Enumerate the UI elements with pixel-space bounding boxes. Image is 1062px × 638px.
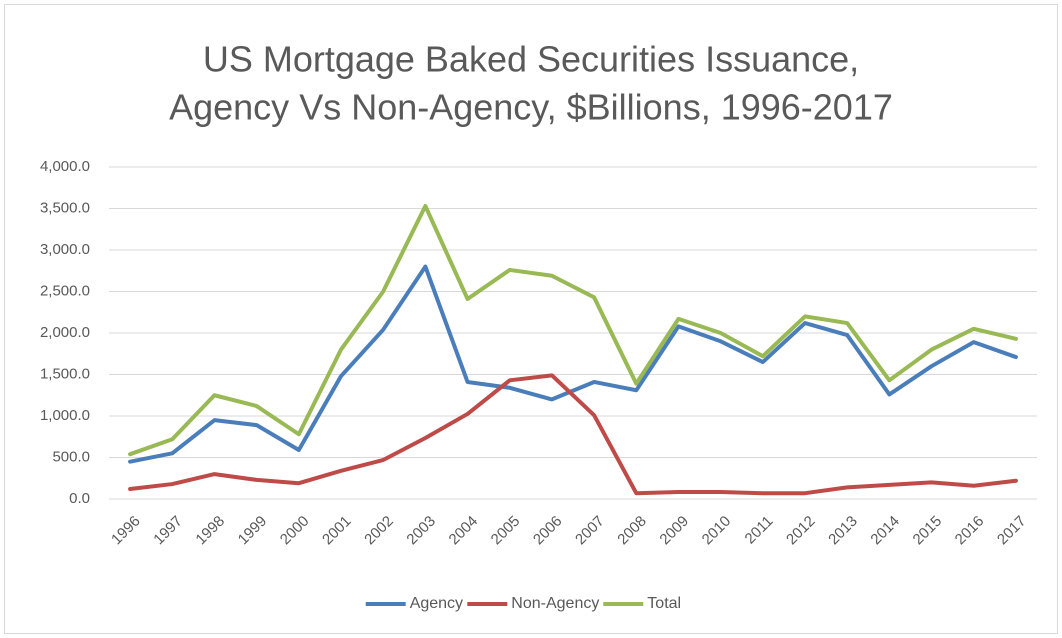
chart-title: Agency Vs Non-Agency, $Billions, 1996-20…	[169, 87, 893, 128]
y-tick-label: 1,000.0	[40, 407, 90, 424]
chart-title: US Mortgage Baked Securities Issuance,	[203, 39, 859, 80]
y-tick-label: 0.0	[69, 490, 90, 507]
series-line	[128, 264, 1018, 464]
y-tick-label: 4,000.0	[40, 158, 90, 175]
y-tick-label: 3,000.0	[40, 241, 90, 258]
legend-label: Non-Agency	[511, 595, 599, 612]
chart-frame	[4, 4, 1058, 634]
y-tick-label: 2,000.0	[40, 324, 90, 341]
series-line	[128, 373, 1018, 496]
series-line	[128, 204, 1018, 457]
y-tick-label: 1,500.0	[40, 365, 90, 382]
y-tick-label: 2,500.0	[40, 282, 90, 299]
legend-label: Agency	[410, 595, 463, 612]
y-tick-label: 500.0	[52, 448, 90, 465]
legend-label: Total	[647, 595, 681, 612]
y-tick-label: 3,500.0	[40, 199, 90, 216]
